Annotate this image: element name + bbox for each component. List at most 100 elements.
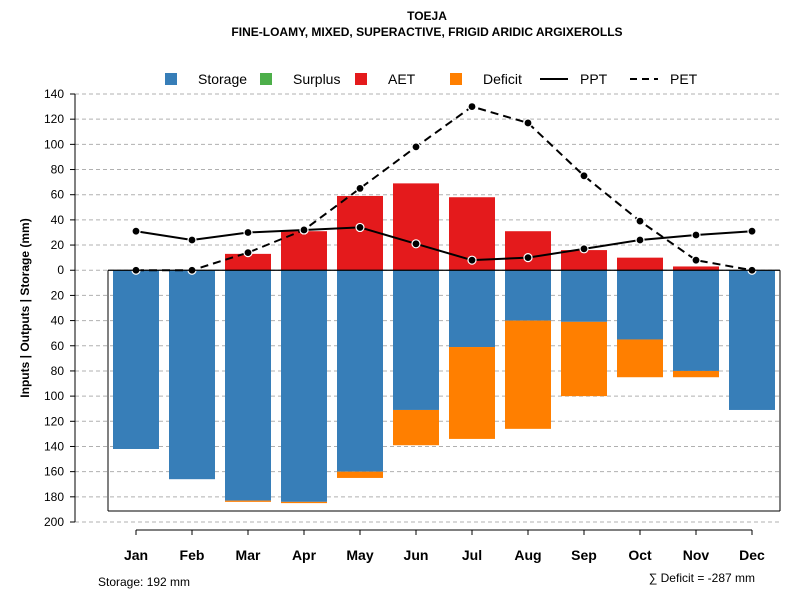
y-tick-label: 60 [51,188,65,202]
deficit-bar [281,501,327,504]
storage-bar [561,270,607,322]
y-tick-label: 140 [44,87,64,101]
ppt-point [187,235,197,245]
storage-bar [113,270,159,449]
y-tick-label: 120 [44,414,64,428]
x-tick-label: Dec [739,547,765,563]
y-tick-label: 140 [44,439,64,453]
legend-label-storage: Storage [198,71,247,87]
legend-label-aet: AET [388,71,416,87]
pet-point [467,101,477,112]
y-tick-label: 100 [44,389,64,403]
x-tick-label: Jul [462,547,482,563]
pet-point [523,118,533,128]
x-tick-label: Apr [292,547,317,563]
aet-bar [393,183,439,271]
y-axis-label: Inputs | Outputs | Storage (mm) [18,218,32,397]
ppt-point [523,253,533,263]
legend-label-ppt: PPT [580,71,608,87]
y-tick-label: 80 [51,163,65,177]
x-tick-label: Aug [514,547,541,563]
legend: Storage Surplus AET Deficit PPT PET [165,71,698,87]
ppt-point [355,222,365,233]
y-tick-label: 0 [57,263,64,277]
deficit-bar [337,471,383,478]
legend-label-pet: PET [670,71,698,87]
ppt-point [243,227,253,238]
aet-bar [617,257,663,271]
pet-point [579,171,589,181]
bars [113,183,775,504]
y-tick-label: 20 [51,238,65,252]
pet-point [411,142,421,152]
ppt-point [131,226,141,236]
storage-bar [225,270,271,501]
pet-point [635,216,645,226]
aet-bar [281,231,327,271]
deficit-bar [225,500,271,502]
pet-point [243,248,253,258]
ppt-point [579,244,589,254]
storage-bar [617,270,663,340]
aet-bar [673,266,719,271]
x-tick-label: Jun [404,547,429,563]
deficit-bar [561,321,607,397]
pet-point [691,255,701,265]
storage-bar [281,270,327,502]
legend-label-deficit: Deficit [483,71,522,87]
legend-swatch-deficit [450,73,462,85]
pet-point [299,225,309,235]
y-tick-label: 160 [44,465,64,479]
pet-point [355,183,365,194]
storage-bar [169,270,215,480]
y-tick-label: 80 [51,364,65,378]
y-tick-label: 200 [44,515,64,529]
chart-title: TOEJA [407,9,447,23]
series-lines [131,101,757,275]
y-tick-label: 40 [51,213,65,227]
aet-bar [337,195,383,271]
pet-line [136,105,753,272]
storage-bar [449,270,495,348]
deficit-bar [449,347,495,439]
deficit-bar [673,370,719,378]
aet-bar [561,250,607,271]
storage-bar [393,270,439,410]
storage-bar [505,270,551,321]
legend-swatch-surplus [260,73,272,85]
ppt-point [691,230,701,240]
y-tick-label: 180 [44,490,64,504]
deficit-bar [393,409,439,446]
x-tick-label: Mar [236,547,261,563]
storage-bar [673,270,719,371]
deficit-bar [505,320,551,429]
aet-bar [225,253,271,271]
deficit-footnote: ∑ Deficit = -287 mm [649,571,755,585]
y-tick-label: 40 [51,314,65,328]
storage-bar [337,270,383,472]
ppt-point [747,226,757,236]
y-tick-label: 20 [51,288,65,302]
axes: 1401201008060402002040608010012014016018… [44,87,781,563]
deficit-bar [617,339,663,378]
x-tick-label: Jan [124,547,148,563]
ppt-point [411,239,421,249]
aet-bar [505,231,551,271]
x-tick-label: Feb [180,547,205,563]
storage-footnote: Storage: 192 mm [98,575,190,589]
chart-subtitle: FINE-LOAMY, MIXED, SUPERACTIVE, FRIGID A… [231,25,622,39]
y-tick-label: 100 [44,137,64,151]
y-tick-label: 120 [44,112,64,126]
x-tick-label: Sep [571,547,597,563]
ppt-point [467,255,477,265]
y-tick-label: 60 [51,339,65,353]
legend-label-surplus: Surplus [293,71,340,87]
x-tick-label: May [346,547,373,563]
x-tick-label: Nov [683,547,710,563]
ppt-line [135,226,753,262]
x-tick-label: Oct [628,547,652,563]
storage-bar [729,270,775,410]
ppt-point [635,235,645,245]
legend-swatch-storage [165,73,177,85]
